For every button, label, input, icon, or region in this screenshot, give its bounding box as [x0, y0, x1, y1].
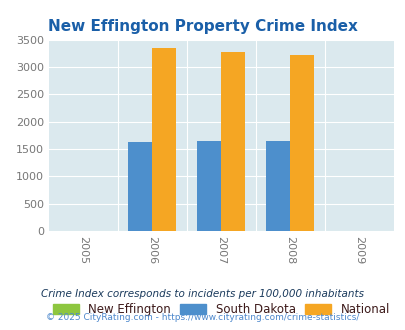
- Text: Crime Index corresponds to incidents per 100,000 inhabitants: Crime Index corresponds to incidents per…: [41, 289, 364, 299]
- Bar: [266, 141, 290, 231]
- Text: New Effington Property Crime Index: New Effington Property Crime Index: [48, 19, 357, 34]
- Bar: [128, 143, 152, 231]
- Text: © 2025 CityRating.com - https://www.cityrating.com/crime-statistics/: © 2025 CityRating.com - https://www.city…: [46, 313, 359, 322]
- Bar: [152, 49, 176, 231]
- Bar: [290, 55, 314, 231]
- Legend: New Effington, South Dakota, National: New Effington, South Dakota, National: [48, 298, 394, 321]
- Bar: [221, 52, 245, 231]
- Bar: [197, 141, 221, 231]
